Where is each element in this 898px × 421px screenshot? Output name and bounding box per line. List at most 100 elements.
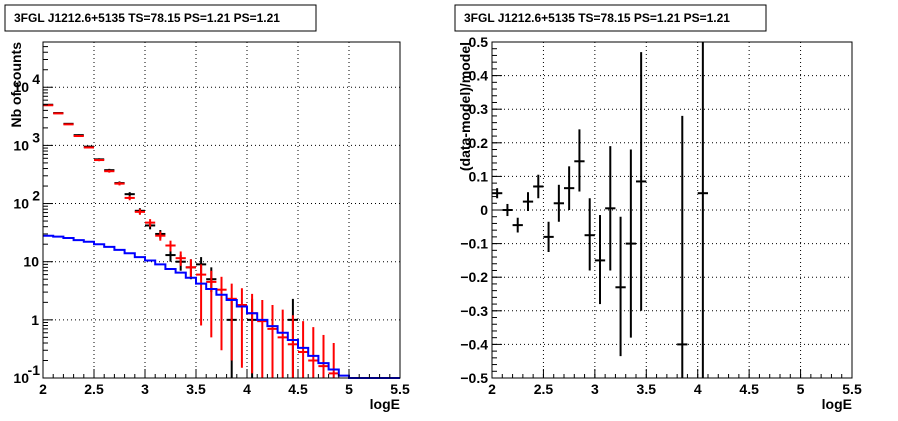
data-point [298, 321, 309, 378]
data-point [328, 342, 339, 378]
y-tick-label: 10 [13, 196, 29, 212]
data-point [73, 135, 84, 138]
data-point [236, 288, 247, 368]
y-tick-exponent: 4 [32, 71, 40, 87]
data-point [83, 146, 94, 149]
y-tick-label: 0.3 [469, 101, 489, 117]
data-point [175, 251, 186, 266]
x-tick-label: 2.5 [534, 381, 554, 397]
data-point [134, 209, 145, 215]
data-point [502, 203, 513, 217]
counts-grid [43, 42, 400, 378]
data-point [226, 283, 237, 361]
residuals-panel: 3FGL J1212.6+5135 TS=78.15 PS=1.21 PS=1.… [454, 4, 862, 412]
data-point [615, 216, 626, 357]
data-point [257, 299, 268, 378]
data-point [522, 192, 534, 212]
data-point [124, 192, 135, 197]
y-tick-label: 0.5 [469, 34, 489, 50]
x-tick-label: 4.5 [739, 381, 759, 397]
data-point [155, 231, 166, 241]
data-point [216, 276, 227, 351]
data-point [94, 158, 105, 162]
residuals-title-box [454, 4, 767, 32]
y-tick-exponent: -1 [28, 362, 41, 378]
counts-plot-area [43, 103, 400, 379]
data-point [124, 195, 135, 201]
y-tick-label: 0.4 [469, 68, 489, 84]
y-tick-exponent: 3 [32, 129, 40, 145]
y-tick-label: 0.2 [469, 135, 489, 151]
model-step-line [43, 234, 400, 379]
data-point [553, 184, 564, 222]
x-tick-label: 4 [243, 381, 251, 397]
x-tick-label: 5.5 [842, 381, 862, 397]
data-point [594, 215, 606, 305]
residuals-y-axis-label: (data-model)/model [457, 42, 473, 171]
y-tick-label: −0.2 [460, 269, 488, 285]
counts-panel: 3FGL J1212.6+5135 TS=78.15 PS=1.21 PS=1.… [4, 4, 410, 412]
data-point [584, 198, 595, 271]
x-tick-label: 5.5 [390, 381, 410, 397]
data-point [318, 334, 329, 378]
x-tick-label: 2.5 [84, 381, 104, 397]
residuals-axis-ticks: 2 2.5 3 3.5 4 4.5 5 5.5 −0.5 −0.4 −0.3 −0.2 −0.1 0 0.1… [460, 34, 862, 397]
data-point [697, 42, 708, 378]
data-point [114, 181, 125, 186]
data-point [185, 259, 196, 277]
data-point [43, 104, 54, 107]
data-point [267, 305, 278, 378]
x-tick-label: 4 [694, 381, 702, 397]
y-tick-label: 10 [13, 79, 29, 95]
data-point [677, 115, 688, 378]
residuals-x-axis-label: logE [822, 396, 852, 412]
counts-title: 3FGL J1212.6+5135 TS=78.15 PS=1.21 PS=1.… [14, 11, 280, 25]
residuals-title: 3FGL J1212.6+5135 TS=78.15 PS=1.21 PS=1.… [464, 11, 730, 25]
counts-x-axis-label: logE [370, 396, 400, 412]
y-tick-label: 10 [13, 137, 29, 153]
data-point [206, 270, 217, 338]
y-tick-label: 10 [23, 254, 39, 270]
counts-frame [42, 41, 401, 379]
data-point [543, 221, 554, 252]
counts-title-box [4, 4, 317, 32]
data-point [564, 166, 575, 210]
x-tick-label: 2 [488, 381, 496, 397]
data-point [287, 315, 298, 378]
x-tick-label: 4.5 [288, 381, 308, 397]
x-tick-label: 3 [591, 381, 599, 397]
data-point [574, 129, 585, 192]
counts-y-axis-label: Nb of counts [8, 42, 24, 128]
x-tick-label: 2 [39, 381, 47, 397]
y-tick-label: −0.4 [460, 336, 488, 352]
data-point [247, 293, 258, 374]
data-point [492, 188, 503, 199]
data-point [53, 112, 64, 115]
x-tick-label: 3.5 [637, 381, 657, 397]
data-point [308, 327, 319, 378]
y-tick-label: 1 [31, 312, 39, 328]
residuals-plot-area [492, 42, 708, 378]
data-point [533, 174, 544, 199]
y-tick-label: −0.3 [460, 303, 488, 319]
x-tick-label: 5 [797, 381, 805, 397]
data-point [625, 149, 636, 338]
x-tick-label: 3.5 [186, 381, 206, 397]
data-point [63, 123, 74, 126]
data-point [196, 264, 207, 326]
data-point [605, 146, 616, 271]
y-tick-label: −0.1 [460, 236, 488, 252]
x-tick-label: 5 [345, 381, 353, 397]
data-point [512, 217, 523, 233]
y-tick-label: 0.1 [469, 168, 489, 184]
data-point [165, 240, 176, 252]
data-point [104, 169, 115, 173]
data-point [145, 219, 156, 227]
y-tick-label: −0.5 [460, 370, 488, 386]
x-tick-label: 3 [141, 381, 149, 397]
y-tick-exponent: 2 [32, 188, 40, 204]
y-tick-label: 0 [480, 202, 488, 218]
data-point [636, 52, 647, 311]
